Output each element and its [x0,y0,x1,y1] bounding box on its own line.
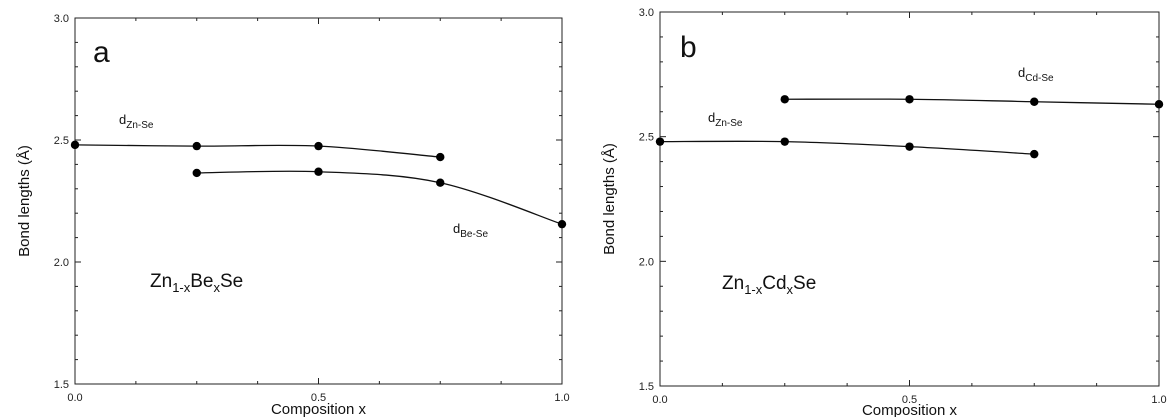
y-tick-label: 3.0 [54,13,69,25]
y-tick-label: 2.5 [639,132,654,144]
data-point [655,137,665,146]
compound-sub1: 1-x [744,282,763,297]
x-axis-label: Composition x [862,402,958,417]
data-point [436,178,445,187]
series-label-sub: Be-Se [460,229,488,240]
data-point [192,141,201,151]
y-tick-label: 2.0 [54,257,69,269]
series-label-sub: Cd-Se [1025,73,1054,84]
data-point [780,95,789,104]
data-point [192,168,201,178]
y-tick-label: 1.5 [54,379,69,391]
x-axis-label: Composition x [271,401,367,417]
x-tick-label: 1.0 [554,392,569,404]
data-point [905,142,914,151]
compound-tail: Se [793,273,816,294]
compound-sub1: 1-x [172,280,191,295]
series-label-sub: Zn-Se [715,118,743,129]
x-tick-label: 0.0 [652,394,667,406]
series-label-main: d [708,110,715,125]
series-line-zn-se [659,140,1035,155]
y-tick-label: 2.0 [639,256,654,268]
compound-mid: Cd [762,273,786,294]
data-point [780,137,789,146]
x-tick-label: 0.5 [311,392,326,404]
x-tick-label: 0.5 [902,394,917,406]
series-label-sub: Zn-Se [126,120,154,131]
series-label: dZn-Se [119,112,154,131]
panel-label: a [93,36,110,69]
series-label: dZn-Se [708,110,743,129]
panel-a: 1.5 2.0 2.5 3.0 0.0 0.5 1.0 Composition x Bond l… [16,13,570,417]
series-label-main: d [1018,65,1025,80]
series-label: dBe-Se [453,221,488,240]
series-line-be-se [196,170,563,225]
series-line-zn-se [74,144,441,158]
data-point [314,141,323,151]
data-point [314,167,323,176]
data-point [557,219,567,229]
series-label: dCd-Se [1018,65,1054,84]
plot-frame [659,11,1160,387]
y-tick-label: 3.0 [639,7,654,19]
data-point [1154,100,1164,109]
compound-base: Zn [722,273,744,294]
x-tick-label: 0.0 [67,392,82,404]
y-tick-label: 1.5 [639,381,654,393]
compound-mid: Be [190,271,213,292]
data-point [905,95,914,104]
data-point [436,152,445,162]
y-axis-label: Bond lengths (Å) [601,143,618,255]
x-tick-label: 1.0 [1151,394,1166,406]
series-label-main: d [119,112,126,127]
y-axis-label: Bond lengths (Å) [16,145,33,257]
y-tick-label: 2.5 [54,135,69,147]
data-point [70,140,80,150]
compound-tail: Se [220,271,243,292]
series-line-cd-se [784,98,1160,105]
compound-formula: Zn1-xBexSe [150,271,243,295]
series-label-main: d [453,221,460,236]
compound-base: Zn [150,271,172,292]
compound-sub2: x [787,282,794,297]
compound-sub2: x [214,280,221,295]
data-point [1030,97,1039,106]
compound-formula: Zn1-xCdxSe [722,273,816,297]
data-point [1030,149,1039,159]
panel-label: b [680,31,697,64]
plot-frame [74,17,563,385]
panel-b: 1.5 2.0 2.5 3.0 0.0 0.5 1.0 Composition x Bond l… [601,7,1167,417]
